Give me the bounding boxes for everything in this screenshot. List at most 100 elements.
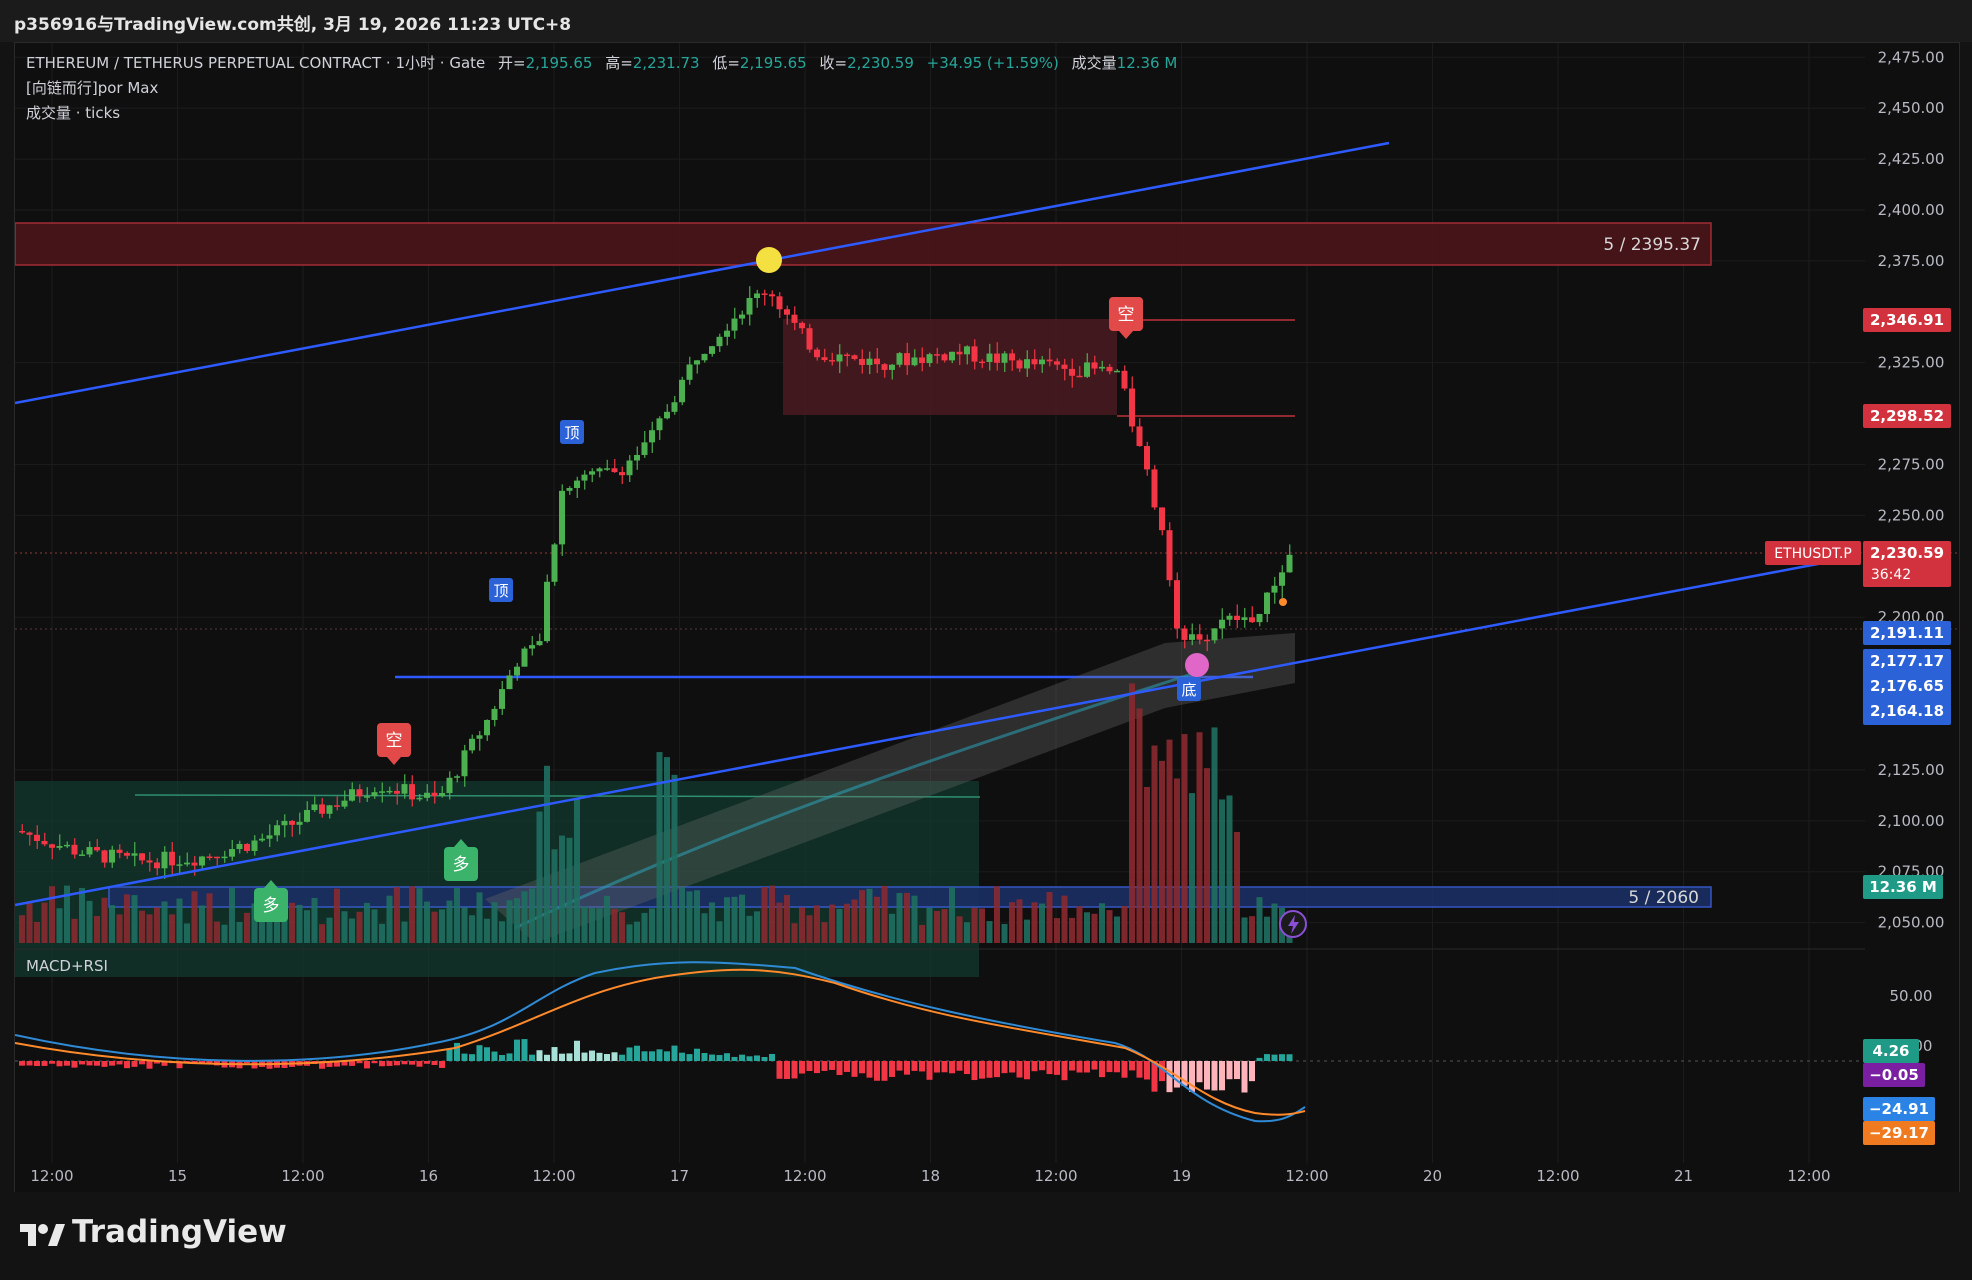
candle-body xyxy=(649,430,655,443)
chart-panel[interactable]: 5 / 2395.37 5 / 2060 顶 顶 xyxy=(14,42,1960,1194)
volume-bar xyxy=(139,910,145,943)
macd-bar xyxy=(581,1052,588,1061)
bottom-marker[interactable]: 底 xyxy=(1177,677,1201,701)
candle-body xyxy=(1241,617,1248,621)
candle-body xyxy=(664,411,670,419)
macd-bar xyxy=(356,1061,363,1064)
volume-bar xyxy=(64,885,70,943)
lightning-icon[interactable] xyxy=(1279,910,1307,938)
price-tick-label: 2,375.00 xyxy=(1878,252,1945,270)
svg-text:−29.17: −29.17 xyxy=(1869,1124,1929,1142)
macd-bar xyxy=(424,1061,430,1064)
macd-bar xyxy=(1159,1061,1165,1082)
macd-bar xyxy=(679,1052,685,1061)
volume-bar xyxy=(1136,708,1143,943)
candle-body xyxy=(941,354,948,361)
macd-bar xyxy=(1256,1057,1263,1061)
long-marker-1[interactable]: 多 xyxy=(444,839,478,881)
volume-bar xyxy=(416,888,423,943)
svg-text:36:42: 36:42 xyxy=(1871,567,1911,583)
macd-bar xyxy=(1234,1061,1240,1080)
candle-body xyxy=(161,851,168,869)
price-tag-2298: 2,298.52 xyxy=(1863,404,1951,428)
candle-body xyxy=(709,346,715,354)
macd-bar xyxy=(1286,1054,1293,1061)
candle-body xyxy=(986,353,993,362)
volume-bar xyxy=(926,907,933,943)
candle-body xyxy=(1159,507,1165,531)
volume-bar xyxy=(431,911,438,943)
volume-bar xyxy=(296,904,303,943)
macd-bar xyxy=(116,1061,123,1065)
time-axis[interactable]: 12:00 15 12:00 16 12:00 17 12:00 18 12:00 19 12:00… xyxy=(30,1167,1830,1185)
volume-bar xyxy=(371,909,378,943)
macd-bar xyxy=(806,1061,813,1071)
price-tick-label: 2,325.00 xyxy=(1878,354,1945,372)
candle-body xyxy=(979,361,985,364)
volume-bar xyxy=(1196,732,1203,943)
volume-bar xyxy=(191,891,198,943)
macd-bar xyxy=(589,1050,595,1061)
macd-bar xyxy=(101,1061,108,1067)
volume-bar xyxy=(326,917,333,943)
volume-bar xyxy=(859,890,865,943)
time-tick-label: 17 xyxy=(670,1167,689,1185)
candle-body xyxy=(491,708,498,720)
long-marker-2[interactable]: 多 xyxy=(254,880,288,922)
short-marker-1[interactable]: 空 xyxy=(377,723,411,765)
macd-bar xyxy=(559,1053,565,1061)
volume-bar xyxy=(1181,734,1188,943)
macd-bar xyxy=(836,1061,843,1076)
volume-bar xyxy=(709,902,715,943)
volume-bar xyxy=(626,924,633,943)
svg-text:空: 空 xyxy=(386,731,403,751)
candle-body xyxy=(836,354,843,362)
macd-bar xyxy=(371,1061,378,1064)
volume-bar xyxy=(476,892,483,943)
macd-bar xyxy=(911,1061,918,1071)
top-marker-1[interactable]: 顶 xyxy=(560,420,584,444)
candle-body xyxy=(746,297,753,315)
volume-bar xyxy=(754,911,760,943)
time-tick-label: 12:00 xyxy=(532,1167,575,1185)
volume-bar xyxy=(41,902,48,943)
macd-bar xyxy=(131,1061,138,1067)
volume-bar xyxy=(86,900,93,943)
time-tick-label: 12:00 xyxy=(1285,1167,1328,1185)
macd-bar xyxy=(1136,1061,1143,1078)
macd-tag-1: 4.26 xyxy=(1863,1039,1919,1063)
macd-bar xyxy=(199,1061,205,1064)
chart-svg[interactable]: 5 / 2395.37 5 / 2060 顶 顶 xyxy=(15,43,1959,1193)
top-marker-2[interactable]: 顶 xyxy=(489,578,513,602)
macd-bar xyxy=(446,1048,453,1061)
candle-body xyxy=(506,675,513,690)
candle-body xyxy=(176,864,183,866)
candle-body xyxy=(1256,613,1263,623)
tradingview-logo-icon[interactable] xyxy=(18,1220,66,1250)
candle-body xyxy=(1196,634,1203,640)
price-axis[interactable]: 2,475.00 2,450.00 2,425.00 2,400.00 2,375.00… xyxy=(1878,48,1945,1055)
volume-bar xyxy=(1114,916,1120,943)
candle-body xyxy=(851,355,858,359)
candle-body xyxy=(739,314,745,319)
candle-body xyxy=(19,831,25,833)
volume-bar xyxy=(761,887,768,943)
macd-bar xyxy=(1039,1061,1045,1071)
candle-body xyxy=(1219,619,1225,629)
macd-bar xyxy=(1271,1054,1278,1061)
candle-body xyxy=(754,293,760,298)
candle-body xyxy=(821,357,828,361)
macd-bar xyxy=(626,1047,633,1061)
volume-bar xyxy=(26,901,33,943)
brand-name[interactable]: TradingView xyxy=(72,1214,287,1250)
candle-body xyxy=(806,328,813,350)
volume-bar xyxy=(656,752,663,943)
volume-bar xyxy=(529,888,535,943)
volume-bar xyxy=(829,904,835,943)
macd-bar xyxy=(1196,1061,1203,1083)
candle-body xyxy=(304,810,310,822)
candle-body xyxy=(214,856,220,859)
volume-bar xyxy=(1151,745,1158,943)
short-marker-2[interactable]: 空 xyxy=(1109,297,1143,339)
svg-text:2,346.91: 2,346.91 xyxy=(1870,311,1944,329)
